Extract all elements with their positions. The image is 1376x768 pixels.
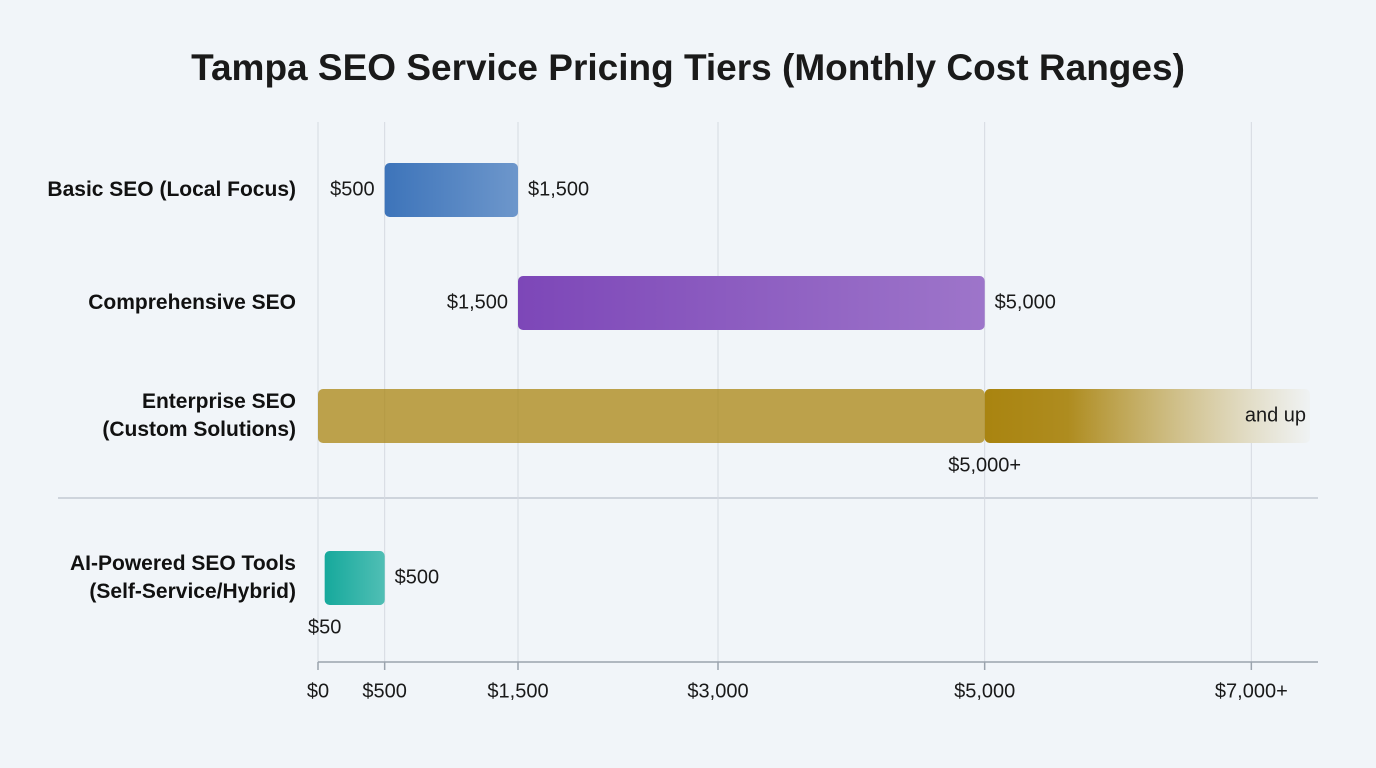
x-tick-label: $0: [307, 680, 329, 702]
bar-sheen: [324, 551, 385, 605]
value-label: $500: [395, 566, 440, 588]
bar-fade: [318, 389, 1318, 443]
value-label: $500: [330, 178, 375, 200]
open-end-label: and up: [1245, 404, 1306, 426]
x-tick-label: $500: [362, 680, 407, 702]
chart-title: Tampa SEO Service Pricing Tiers (Monthly…: [191, 47, 1185, 88]
value-label: $5,000+: [948, 454, 1021, 476]
x-tick-label: $7,000+: [1215, 680, 1288, 702]
x-tick-label: $1,500: [487, 680, 548, 702]
value-label: $1,500: [447, 291, 508, 313]
value-label: $50: [308, 616, 341, 638]
category-label: Basic SEO (Local Focus): [47, 178, 296, 201]
category-label: Comprehensive SEO: [88, 291, 296, 314]
value-label: $1,500: [528, 178, 589, 200]
category-label: Enterprise SEO (Custom Solutions): [102, 390, 296, 441]
bar-sheen: [518, 276, 985, 330]
x-tick-label: $5,000: [954, 680, 1015, 702]
x-tick-label: $3,000: [687, 680, 748, 702]
value-label: $5,000: [995, 291, 1056, 313]
category-label: AI-Powered SEO Tools (Self-Service/Hybri…: [70, 552, 296, 603]
bar-sheen: [384, 163, 518, 217]
